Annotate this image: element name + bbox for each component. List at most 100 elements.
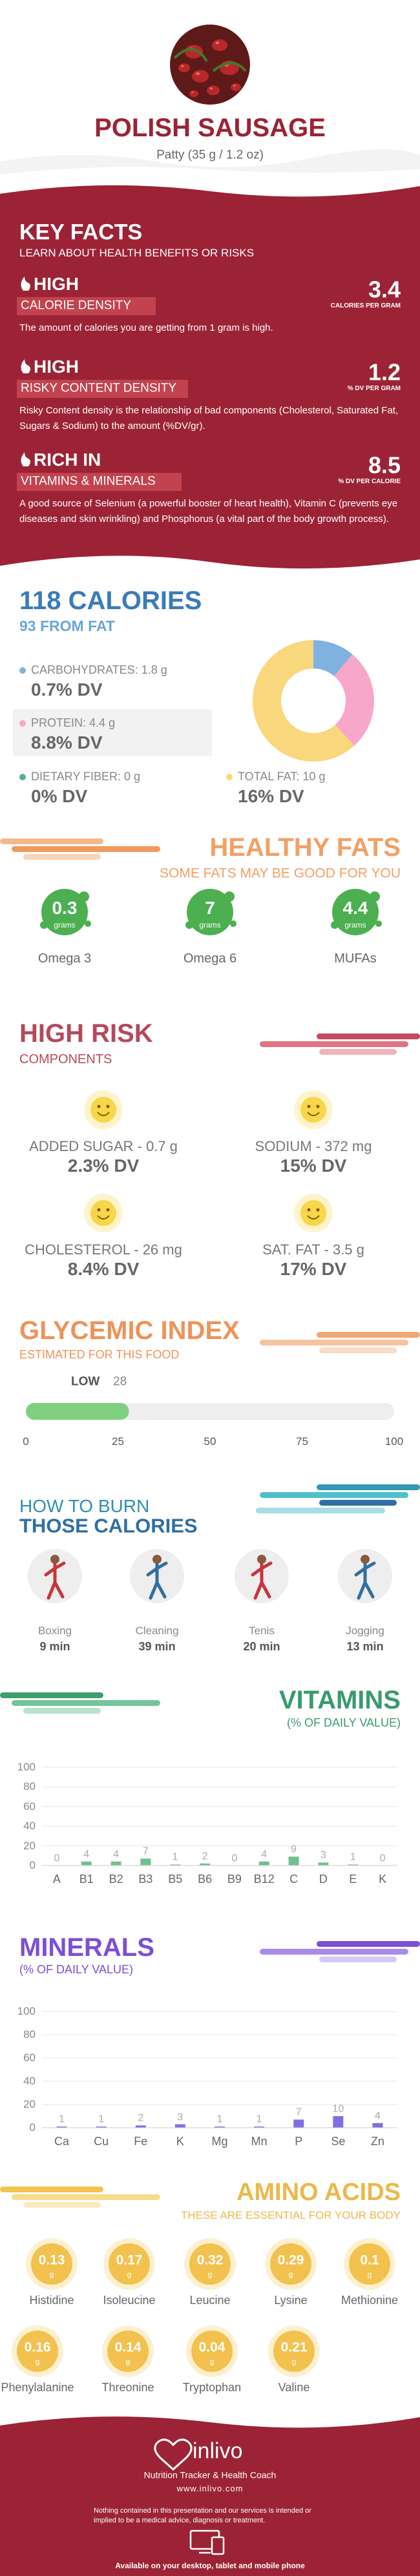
risk-label: SAT. FAT - 3.5 g — [262, 1241, 364, 1258]
subtitle: Patty (35 g / 1.2 oz) — [156, 148, 264, 162]
activity-figure — [251, 1561, 273, 1600]
y-tick-label: 80 — [23, 2028, 36, 2041]
amino-unit: g — [49, 2269, 54, 2279]
food-image — [170, 25, 250, 105]
x-tick-label: 75 — [296, 1435, 308, 1448]
smiley — [300, 1097, 326, 1123]
footer-url: www.inlivo.com — [176, 2484, 244, 2494]
decor-stripe — [23, 854, 101, 860]
amino-unit: g — [291, 2356, 297, 2366]
donut-segment — [333, 654, 374, 746]
bar — [110, 1861, 121, 1865]
amino-name: Valine — [278, 2381, 310, 2394]
activity-name: Cleaning — [135, 1624, 179, 1637]
activity-figure — [257, 1555, 266, 1564]
x-tick-label: C — [289, 1873, 299, 1886]
amino-value: 0.1 — [360, 2252, 379, 2268]
x-tick-label: Fe — [134, 2135, 148, 2148]
activity-figure — [354, 1561, 376, 1600]
section-subtitle: (% OF DAILY VALUE) — [286, 1716, 401, 1730]
food-image-detail — [181, 65, 184, 67]
amino-badge — [189, 2243, 231, 2285]
bar-value-label: 1 — [98, 2114, 105, 2125]
smiley-eye — [97, 1105, 101, 1108]
section-background — [0, 185, 420, 569]
fact-name-box — [17, 380, 188, 398]
fact-icon — [21, 276, 30, 291]
section-subtitle: COMPONENTS — [19, 1052, 112, 1066]
nutrient-label: DIETARY FIBER: 0 g — [31, 770, 141, 784]
bar-value-label: 9 — [291, 1844, 297, 1855]
amino-unit: g — [207, 2269, 213, 2279]
amino-unit: g — [35, 2356, 40, 2366]
section-subtitle: (% OF DAILY VALUE) — [19, 1963, 134, 1977]
amino-value: 0.21 — [280, 2340, 308, 2355]
y-tick-label: 40 — [23, 1819, 36, 1832]
decor-stripe — [317, 1034, 420, 1039]
fact-text: The amount of calories you are getting f… — [19, 322, 273, 333]
bar — [200, 1863, 211, 1865]
nutrient-label: PROTEIN: 4.4 g — [31, 716, 116, 730]
bar — [56, 2126, 67, 2128]
activity-time: 9 min — [39, 1640, 70, 1654]
section-subtitle: SOME FATS MAY BE GOOD FOR YOU — [159, 866, 401, 881]
section-title: 118 CALORIES — [19, 587, 202, 615]
bar-value-label: 7 — [142, 1845, 149, 1857]
fact-level: RICH IN — [34, 450, 101, 470]
risk-label: CHOLESTEROL - 26 mg — [25, 1241, 182, 1258]
x-tick-label: P — [295, 2135, 303, 2148]
bar-value-label: 7 — [295, 2106, 302, 2118]
bar-value-label: 4 — [261, 1849, 268, 1860]
food-image-detail — [215, 41, 220, 45]
amino-name: Tryptophan — [182, 2381, 242, 2394]
amino-badge — [31, 2243, 72, 2285]
y-tick-label: 100 — [17, 2004, 36, 2017]
amino-unit: g — [367, 2269, 372, 2279]
bar — [170, 1864, 181, 1865]
decor-stripe — [0, 838, 103, 844]
bar-value-label: 1 — [59, 2114, 65, 2125]
fat-badge-splash — [79, 891, 89, 902]
decor-stripe — [0, 2186, 103, 2192]
food-image-detail — [178, 63, 190, 72]
amino-value: 0.14 — [114, 2340, 142, 2355]
amino-unit: g — [209, 2356, 215, 2366]
x-tick-label: B1 — [79, 1873, 94, 1886]
amino-name: Methionine — [341, 2294, 399, 2307]
smiley-mouth — [307, 1215, 320, 1220]
decor-stripe — [319, 1957, 397, 1962]
x-tick-label: B5 — [168, 1873, 183, 1886]
activity-name: Tenis — [249, 1624, 275, 1637]
risk-dv: 17% DV — [280, 1259, 347, 1280]
amino-badge — [273, 2331, 315, 2372]
amino-badge — [191, 2331, 233, 2372]
food-image-detail — [209, 87, 213, 90]
device-icon — [211, 2536, 225, 2555]
nutrient-dv: 16% DV — [238, 786, 304, 807]
amino-name: Histidine — [29, 2294, 74, 2307]
food-image-detail — [207, 85, 220, 96]
decor-stripe — [12, 846, 160, 852]
bar — [288, 1856, 299, 1865]
nutrient-dv: 0% DV — [31, 786, 88, 807]
fat-value: 7 — [205, 898, 215, 919]
x-tick-label: B6 — [198, 1873, 213, 1886]
x-tick-label: Cu — [94, 2135, 109, 2148]
bar-value-label: 0 — [54, 1853, 60, 1864]
bar — [333, 2116, 344, 2128]
section-subtitle: THESE ARE ESSENTIAL FOR YOUR BODY — [180, 2208, 401, 2221]
bar-value-label: 2 — [202, 1851, 208, 1862]
amino-badge — [107, 2331, 149, 2372]
footer-disclaimer: Nothing contained in this presentation a… — [94, 2507, 311, 2525]
y-tick-label: 20 — [23, 1839, 36, 1852]
food-image-detail — [192, 70, 209, 83]
y-tick-label: 60 — [23, 1800, 36, 1813]
section-subtitle: 93 FROM FAT — [19, 618, 115, 635]
fat-value: 0.3 — [52, 898, 78, 919]
section-title: MINERALS — [19, 1933, 154, 1962]
y-tick-label: 0 — [29, 2121, 36, 2134]
risk-dv: 15% DV — [280, 1156, 347, 1176]
activity-figure — [361, 1555, 370, 1564]
fat-badge — [41, 889, 88, 935]
